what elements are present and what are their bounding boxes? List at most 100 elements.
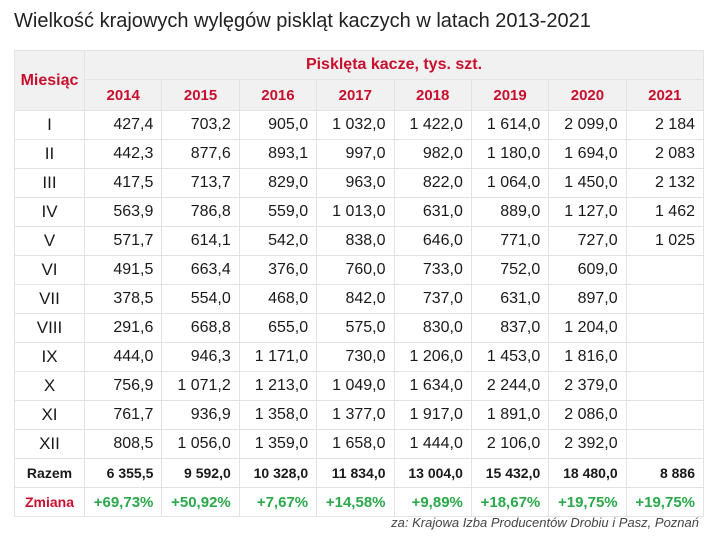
row-label: IX	[14, 342, 85, 372]
table-cell: 378,5	[83, 284, 163, 314]
table-cell: 756,9	[83, 371, 163, 401]
table-cell: +19,75%	[625, 487, 705, 517]
table-cell: 542,0	[238, 226, 318, 256]
year-header: 2014	[83, 79, 163, 111]
table-cell: 468,0	[238, 284, 318, 314]
table-cell: 2 184	[625, 110, 705, 140]
table-cell: 15 432,0	[470, 458, 550, 488]
row-label: Zmiana	[14, 487, 85, 517]
table-cell: 376,0	[238, 255, 318, 285]
table-cell	[625, 342, 705, 372]
table-cell: 893,1	[238, 139, 318, 169]
table-cell: 655,0	[238, 313, 318, 343]
year-header: 2021	[625, 79, 705, 111]
table-cell: 1 213,0	[238, 371, 318, 401]
table-cell: 417,5	[83, 168, 163, 198]
year-header: 2019	[470, 79, 550, 111]
table-cell: 2 086,0	[548, 400, 627, 430]
table-cell: 2 106,0	[470, 429, 550, 459]
table-cell: 1 049,0	[316, 371, 395, 401]
year-header: 2017	[316, 79, 395, 111]
table-row: XII 808,5 1 056,0 1 359,0 1 658,0 1 444,0 2 10…	[14, 429, 705, 459]
table-cell: 897,0	[548, 284, 627, 314]
table-cell: 822,0	[393, 168, 472, 198]
table-cell: 982,0	[393, 139, 472, 169]
table-cell: 9 592,0	[161, 458, 240, 488]
table-cell: 291,6	[83, 313, 163, 343]
table-cell: 1 917,0	[393, 400, 472, 430]
table-cell: 1 634,0	[393, 371, 472, 401]
table-cell: 963,0	[316, 168, 395, 198]
table-cell: +19,75%	[548, 487, 627, 517]
table-cell: 1 453,0	[470, 342, 550, 372]
table-cell: 727,0	[548, 226, 627, 256]
table-cell: 1 450,0	[548, 168, 627, 198]
table-cell: 808,5	[83, 429, 163, 459]
table-cell: 6 355,5	[83, 458, 163, 488]
table-cell: 713,7	[161, 168, 240, 198]
table-cell: 837,0	[470, 313, 550, 343]
table-cell: 1 206,0	[393, 342, 472, 372]
table-cell: 609,0	[548, 255, 627, 285]
page-title: Wielkość krajowych wylęgów piskląt kaczy…	[14, 10, 591, 32]
year-header: 2016	[238, 79, 318, 111]
table-cell: +9,89%	[393, 487, 472, 517]
table-cell: 830,0	[393, 313, 472, 343]
column-group-header: Pisklęta kacze, tys. szt.	[84, 50, 704, 80]
table-cell: 838,0	[316, 226, 395, 256]
table-row: VII 378,5 554,0 468,0 842,0 737,0 631,0 897,0	[14, 284, 705, 314]
table-cell: 1 358,0	[238, 400, 318, 430]
table-cell: 646,0	[393, 226, 472, 256]
table-cell: 614,1	[161, 226, 240, 256]
table-cell: 771,0	[470, 226, 550, 256]
table-cell: 703,2	[161, 110, 240, 140]
row-label: III	[14, 168, 85, 198]
row-label: Razem	[14, 458, 85, 488]
table-cell	[625, 371, 705, 401]
table-cell: 11 834,0	[316, 458, 395, 488]
table-cell: 1 064,0	[470, 168, 550, 198]
table-cell: 18 480,0	[548, 458, 627, 488]
change-row: Zmiana +69,73% +50,92% +7,67% +14,58% +9,89% +…	[14, 487, 705, 517]
year-header: 2020	[548, 79, 627, 111]
table-cell: 1 013,0	[316, 197, 395, 227]
table-cell: 761,7	[83, 400, 163, 430]
table-cell: 786,8	[161, 197, 240, 227]
table-cell: 1 694,0	[548, 139, 627, 169]
table-row: IX 444,0 946,3 1 171,0 730,0 1 206,0 1 453,0 1 …	[14, 342, 705, 372]
table-cell: 760,0	[316, 255, 395, 285]
table-cell: 2 099,0	[548, 110, 627, 140]
table-cell: 1 816,0	[548, 342, 627, 372]
table-cell: 1 071,2	[161, 371, 240, 401]
row-label: VIII	[14, 313, 85, 343]
table-cell: 1 025	[625, 226, 705, 256]
table-cell: 444,0	[83, 342, 163, 372]
table-cell	[625, 255, 705, 285]
table-cell: 2 132	[625, 168, 705, 198]
table-cell: 946,3	[161, 342, 240, 372]
table-cell: 1 462	[625, 197, 705, 227]
total-row: Razem 6 355,5 9 592,0 10 328,0 11 834,0 13 00…	[14, 458, 705, 488]
table-cell: 554,0	[161, 284, 240, 314]
table-body: I 427,4 703,2 905,0 1 032,0 1 422,0 1 614,0 2 0…	[14, 110, 705, 517]
table-cell: 1 032,0	[316, 110, 395, 140]
table-cell: 575,0	[316, 313, 395, 343]
table-cell: 427,4	[83, 110, 163, 140]
table-cell: +69,73%	[83, 487, 163, 517]
table-cell: +14,58%	[316, 487, 395, 517]
table-cell: 10 328,0	[238, 458, 318, 488]
table-cell: 1 444,0	[393, 429, 472, 459]
table-cell: 442,3	[83, 139, 163, 169]
table-cell: 668,8	[161, 313, 240, 343]
table-cell: 563,9	[83, 197, 163, 227]
row-label: II	[14, 139, 85, 169]
table-cell: 905,0	[238, 110, 318, 140]
row-label: VII	[14, 284, 85, 314]
year-header-row: 2014 2015 2016 2017 2018 2019 2020 2021	[15, 79, 705, 111]
table-cell: 997,0	[316, 139, 395, 169]
row-label: IV	[14, 197, 85, 227]
table-cell: 877,6	[161, 139, 240, 169]
table-cell: 1 171,0	[238, 342, 318, 372]
table-cell: 559,0	[238, 197, 318, 227]
table-cell: 733,0	[393, 255, 472, 285]
